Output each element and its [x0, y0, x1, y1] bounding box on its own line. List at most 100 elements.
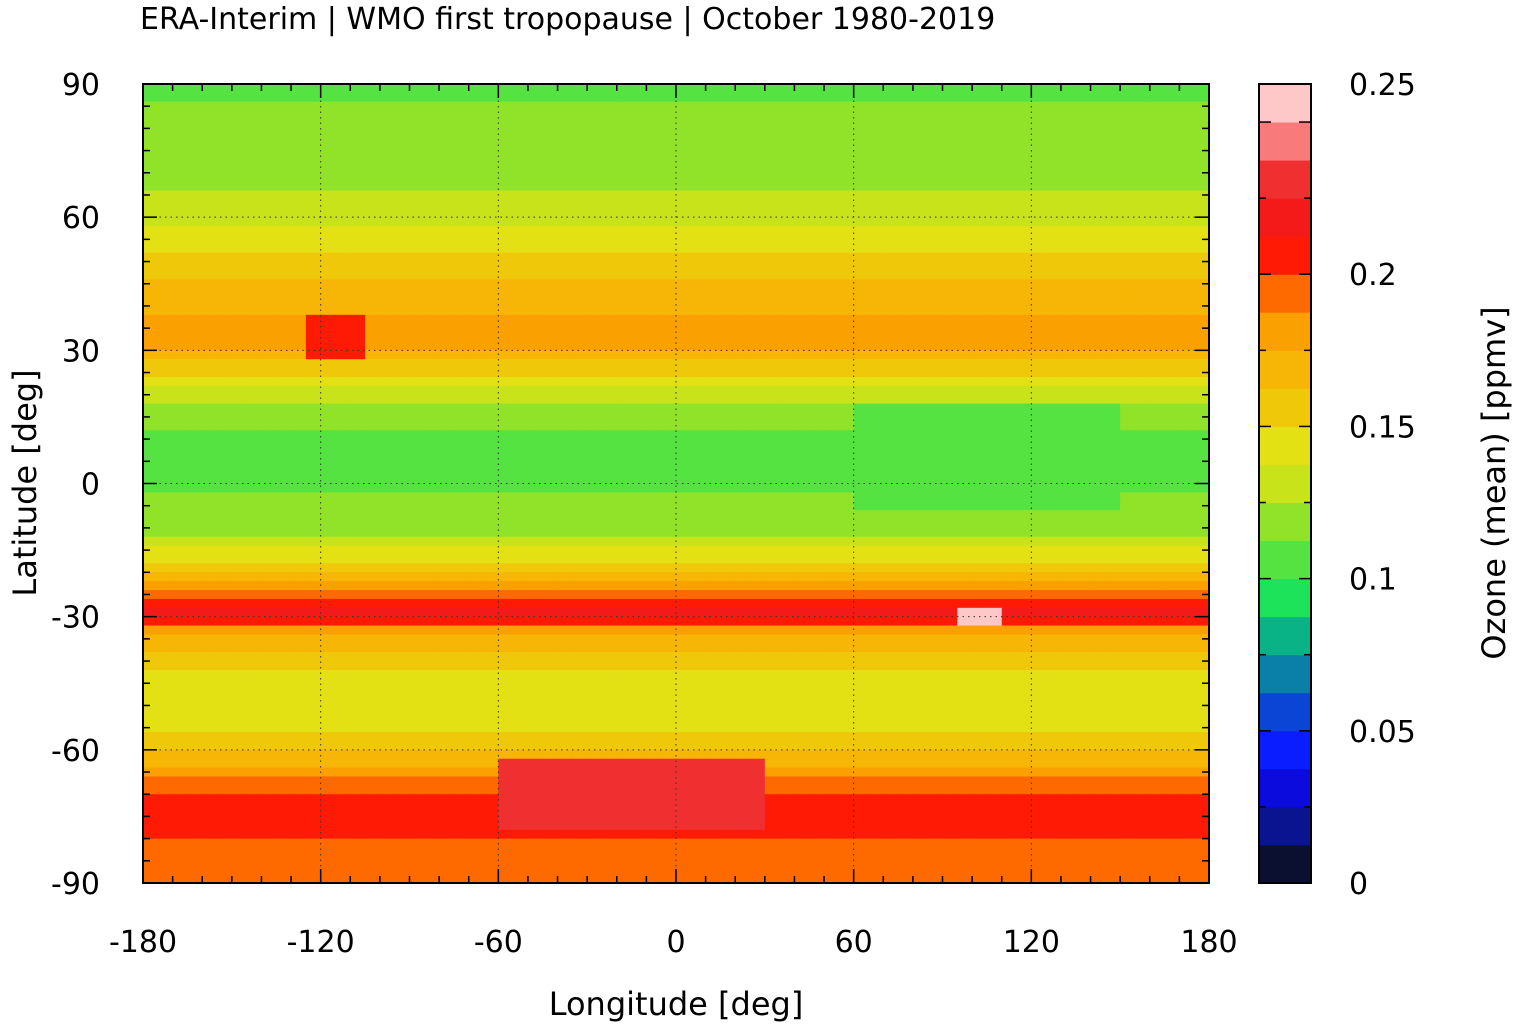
- heatmap-cell: [1149, 492, 1166, 502]
- heatmap-cell: [202, 332, 218, 343]
- heatmap-cell: [646, 279, 662, 289]
- heatmap-cell: [883, 403, 899, 414]
- heatmap-cell: [690, 652, 707, 662]
- heatmap-cell: [394, 359, 411, 369]
- heatmap-cell: [750, 474, 766, 485]
- heatmap-cell: [305, 128, 322, 138]
- heatmap-cell: [705, 678, 722, 689]
- heatmap-cell: [1016, 84, 1032, 94]
- heatmap-cell: [217, 590, 233, 600]
- heatmap-cell: [202, 368, 218, 378]
- heatmap-cell: [1001, 465, 1018, 476]
- heatmap-cell: [291, 669, 307, 680]
- heatmap-cell: [143, 243, 159, 254]
- heatmap-cell: [912, 430, 929, 440]
- heatmap-cell: [1134, 385, 1151, 396]
- heatmap-cell: [320, 190, 337, 201]
- heatmap-cell: [1016, 687, 1032, 698]
- heatmap-cell: [527, 403, 544, 414]
- heatmap-cell: [646, 616, 662, 627]
- heatmap-cell: [261, 226, 277, 236]
- heatmap-cell: [231, 252, 248, 263]
- heatmap-cell: [661, 314, 677, 325]
- heatmap-cell: [483, 474, 499, 485]
- heatmap-cell: [1046, 270, 1062, 280]
- heatmap-cell: [157, 563, 174, 573]
- heatmap-cell: [838, 92, 855, 103]
- heatmap-cell: [1090, 430, 1106, 440]
- heatmap-cell: [779, 554, 796, 564]
- heatmap-cell: [1120, 252, 1136, 263]
- heatmap-cell: [1149, 101, 1166, 112]
- heatmap-cell: [1001, 590, 1018, 600]
- heatmap-cell: [291, 598, 307, 609]
- heatmap-cell: [498, 634, 514, 644]
- heatmap-cell: [468, 643, 485, 653]
- heatmap-cell: [276, 385, 292, 396]
- heatmap-cell: [231, 687, 248, 698]
- heatmap-cell: [1001, 350, 1018, 360]
- heatmap-cell: [394, 439, 411, 449]
- heatmap-cell: [1031, 252, 1047, 263]
- heatmap-cell: [572, 412, 588, 422]
- heatmap-cell: [217, 536, 233, 547]
- heatmap-cell: [794, 341, 810, 351]
- heatmap-cell: [498, 305, 514, 316]
- heatmap-cell: [824, 563, 840, 573]
- heatmap-cell: [1120, 208, 1136, 218]
- heatmap-cell: [868, 501, 884, 511]
- heatmap-cell: [1105, 394, 1121, 405]
- heatmap-cell: [1090, 119, 1106, 129]
- heatmap-cell: [1075, 217, 1092, 227]
- heatmap-cell: [424, 350, 440, 360]
- heatmap-cell: [143, 687, 159, 698]
- heatmap-cell: [498, 137, 514, 147]
- heatmap-cell: [157, 465, 174, 476]
- heatmap-cell: [557, 297, 573, 307]
- heatmap-cell: [217, 678, 233, 689]
- heatmap-cell: [202, 590, 218, 600]
- heatmap-cell: [779, 474, 796, 485]
- heatmap-cell: [809, 119, 825, 129]
- heatmap-cell: [750, 137, 766, 147]
- heatmap-cell: [705, 84, 722, 94]
- heatmap-cell: [824, 297, 840, 307]
- heatmap-cell: [1149, 439, 1166, 449]
- heatmap-cell: [350, 155, 366, 165]
- heatmap-cell: [231, 607, 248, 618]
- heatmap-cell: [587, 572, 603, 582]
- heatmap-cell: [868, 439, 884, 449]
- heatmap-cell: [379, 270, 396, 280]
- heatmap-cell: [513, 678, 529, 689]
- heatmap-cell: [172, 554, 189, 564]
- heatmap-cell: [1164, 536, 1180, 547]
- heatmap-cell: [986, 421, 1003, 431]
- heatmap-cell: [231, 163, 248, 174]
- heatmap-cell: [468, 652, 485, 662]
- heatmap-cell: [202, 563, 218, 573]
- heatmap-cell: [1149, 341, 1166, 351]
- heatmap-cell: [883, 412, 899, 422]
- heatmap-cell: [202, 492, 218, 502]
- heatmap-cell: [676, 474, 692, 485]
- heatmap-cell: [1105, 314, 1121, 325]
- heatmap-cell: [631, 545, 647, 556]
- heatmap-cell: [557, 456, 573, 467]
- heatmap-cell: [335, 545, 351, 556]
- heatmap-cell: [335, 465, 351, 476]
- heatmap-cell: [291, 439, 307, 449]
- heatmap-cell: [335, 234, 351, 245]
- heatmap-cell: [542, 447, 559, 458]
- heatmap-cell: [1120, 314, 1136, 325]
- heatmap-cell: [1090, 297, 1106, 307]
- heatmap-cell: [616, 652, 633, 662]
- heatmap-cell: [1031, 199, 1047, 209]
- heatmap-cell: [838, 208, 855, 218]
- heatmap-cell: [646, 119, 662, 129]
- heatmap-cell: [379, 643, 396, 653]
- heatmap-cell: [172, 110, 189, 121]
- heatmap-cell: [1046, 412, 1062, 422]
- heatmap-cell: [379, 527, 396, 538]
- heatmap-cell: [838, 501, 855, 511]
- heatmap-cell: [453, 652, 470, 662]
